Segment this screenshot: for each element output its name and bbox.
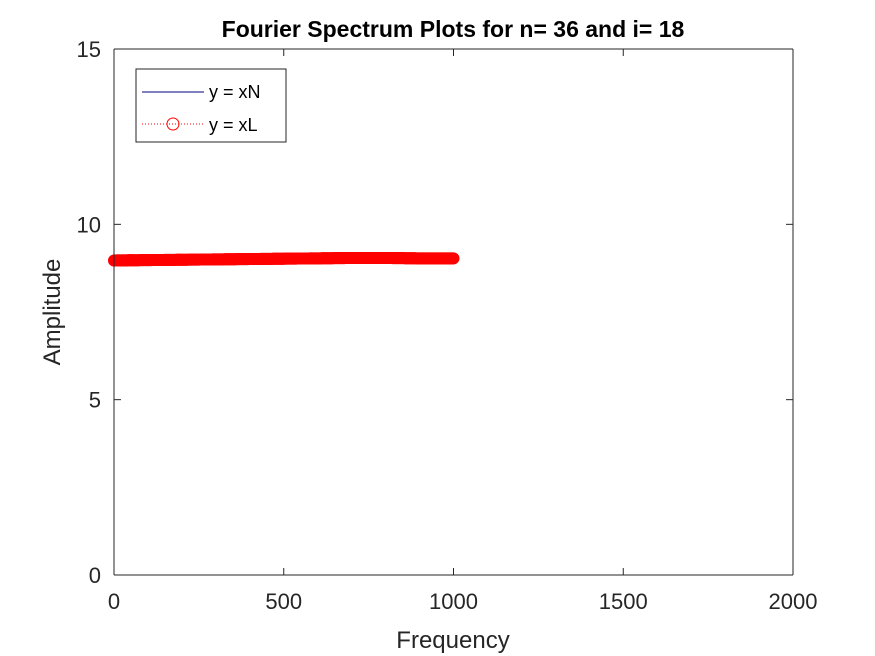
legend: y = xN y = xL	[135, 68, 287, 143]
y-tick-label: 15	[77, 37, 101, 62]
chart-title: Fourier Spectrum Plots for n= 36 and i= …	[222, 16, 685, 42]
legend-label-xL: y = xL	[209, 115, 258, 135]
series-xL-marker	[447, 252, 460, 265]
legend-box	[135, 68, 287, 143]
ticks-layer: 0 500 1000 1500 2000 0 5 10 15	[77, 37, 818, 614]
x-tick-label: 1500	[599, 589, 648, 614]
legend-label-xN: y = xN	[209, 82, 261, 102]
x-tick-label: 1000	[429, 589, 478, 614]
x-tick-label: 500	[265, 589, 302, 614]
x-tick-label: 0	[108, 589, 120, 614]
series-layer	[108, 251, 460, 267]
legend-marker-xL	[166, 117, 180, 131]
x-axis-label: Frequency	[396, 627, 509, 654]
x-tick-label: 2000	[769, 589, 818, 614]
y-tick-label: 5	[89, 388, 101, 413]
y-axis-label: Amplitude	[39, 259, 66, 366]
y-tick-label: 10	[77, 212, 101, 237]
y-tick-label: 0	[89, 563, 101, 588]
